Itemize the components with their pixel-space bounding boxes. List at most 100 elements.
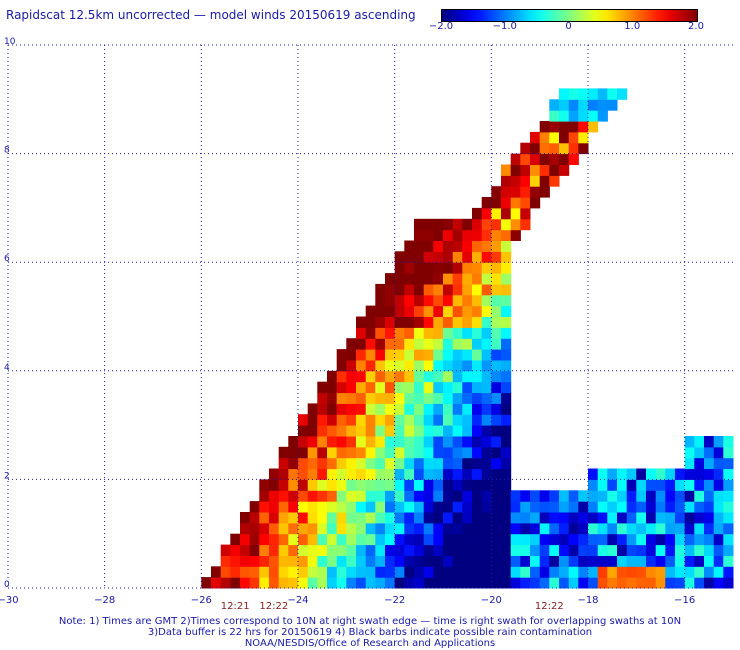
- heatmap-cell: [269, 479, 280, 491]
- heatmap-cell: [472, 338, 483, 350]
- heatmap-cell: [462, 273, 473, 285]
- heatmap-cell: [220, 544, 231, 556]
- heatmap-cell: [539, 131, 550, 144]
- heatmap-cell: [336, 544, 347, 556]
- heatmap-cell: [356, 338, 367, 350]
- heatmap-cell: [433, 512, 444, 524]
- heatmap-cell: [539, 544, 550, 556]
- heatmap-cell: [259, 512, 270, 524]
- heatmap-cell: [510, 207, 521, 220]
- colorbar-tick-label: −1.0: [492, 21, 517, 32]
- heatmap-cell: [452, 446, 463, 459]
- heatmap-cell: [462, 305, 473, 317]
- heatmap-cell: [288, 446, 299, 459]
- heatmap-cell: [423, 490, 434, 502]
- heatmap-cell: [414, 359, 425, 372]
- heatmap-cell: [549, 577, 560, 589]
- heatmap-cell: [675, 501, 686, 513]
- heatmap-cell: [501, 555, 512, 567]
- heatmap-cell: [298, 566, 309, 578]
- heatmap-cell: [288, 555, 299, 567]
- heatmap-cell: [443, 555, 454, 567]
- heatmap-cell: [443, 566, 454, 578]
- heatmap-cell: [472, 436, 483, 448]
- heatmap-cell: [462, 468, 473, 480]
- heatmap-cell: [675, 522, 686, 535]
- heatmap-cell: [356, 522, 367, 535]
- heatmap-cell: [568, 490, 579, 502]
- heatmap-cell: [327, 555, 338, 567]
- heatmap-cell: [346, 414, 357, 426]
- heatmap-cell: [443, 251, 454, 263]
- heatmap-cell: [597, 522, 608, 535]
- heatmap-cell: [704, 533, 715, 546]
- heatmap-cell: [694, 501, 705, 513]
- heatmap-cell: [423, 468, 434, 480]
- heatmap-cell: [481, 229, 492, 241]
- heatmap-cell: [472, 403, 483, 415]
- heatmap-cell: [597, 490, 608, 502]
- heatmap-cell: [385, 370, 396, 383]
- heatmap-cell: [269, 533, 280, 546]
- heatmap-cell: [414, 370, 425, 383]
- heatmap-cell: [694, 533, 705, 546]
- heatmap-cell: [626, 490, 637, 502]
- heatmap-cell: [375, 403, 386, 415]
- heatmap-cell: [713, 479, 724, 491]
- heatmap-cell: [530, 577, 541, 589]
- heatmap-cell: [211, 577, 222, 589]
- heatmap-cell: [327, 577, 338, 589]
- heatmap-cell: [684, 479, 695, 491]
- heatmap-cell: [481, 544, 492, 556]
- heatmap-cell: [665, 555, 676, 567]
- heatmap-cell: [433, 457, 444, 470]
- heatmap-cell: [684, 446, 695, 459]
- heatmap-cell: [356, 436, 367, 448]
- heatmap-cell: [646, 490, 657, 502]
- heatmap-cell: [510, 522, 521, 535]
- heatmap-cell: [607, 490, 618, 502]
- heatmap-cell: [626, 533, 637, 546]
- heatmap-cell: [481, 381, 492, 394]
- heatmap-cell: [307, 522, 318, 535]
- heatmap-cell: [356, 392, 367, 404]
- heatmap-cell: [481, 197, 492, 209]
- colorbar: [441, 9, 698, 22]
- heatmap-cell: [259, 533, 270, 546]
- heatmap-cell: [704, 501, 715, 513]
- heatmap-cell: [317, 436, 328, 448]
- heatmap-cell: [452, 533, 463, 546]
- heatmap-cell: [404, 338, 415, 350]
- heatmap-cell: [491, 490, 502, 502]
- heatmap-cell: [655, 512, 666, 524]
- heatmap-cell: [443, 370, 454, 383]
- heatmap-cell: [404, 555, 415, 567]
- heatmap-cell: [452, 359, 463, 372]
- heatmap-cell: [336, 349, 347, 361]
- heatmap-cell: [414, 414, 425, 426]
- heatmap-cell: [665, 490, 676, 502]
- heatmap-cell: [481, 338, 492, 350]
- heatmap-cell: [675, 544, 686, 556]
- heatmap-cell: [433, 262, 444, 274]
- heatmap-cell: [307, 468, 318, 480]
- heatmap-cell: [298, 414, 309, 426]
- heatmap-cell: [365, 522, 376, 535]
- heatmap-cell: [501, 305, 512, 317]
- heatmap-cell: [713, 533, 724, 546]
- heatmap-cell: [433, 273, 444, 285]
- heatmap-cell: [723, 490, 734, 502]
- heatmap-cell: [423, 533, 434, 546]
- heatmap-cell: [249, 501, 260, 513]
- heatmap-cell: [404, 457, 415, 470]
- heatmap-cell: [317, 544, 328, 556]
- heatmap-cell: [259, 566, 270, 578]
- heatmap-cell: [530, 131, 541, 144]
- heatmap-cell: [414, 262, 425, 274]
- heatmap-cell: [636, 468, 647, 480]
- heatmap-cell: [414, 425, 425, 437]
- heatmap-cell: [501, 522, 512, 535]
- heatmap-cell: [655, 490, 666, 502]
- heatmap-cell: [491, 283, 502, 296]
- heatmap-cell: [452, 479, 463, 491]
